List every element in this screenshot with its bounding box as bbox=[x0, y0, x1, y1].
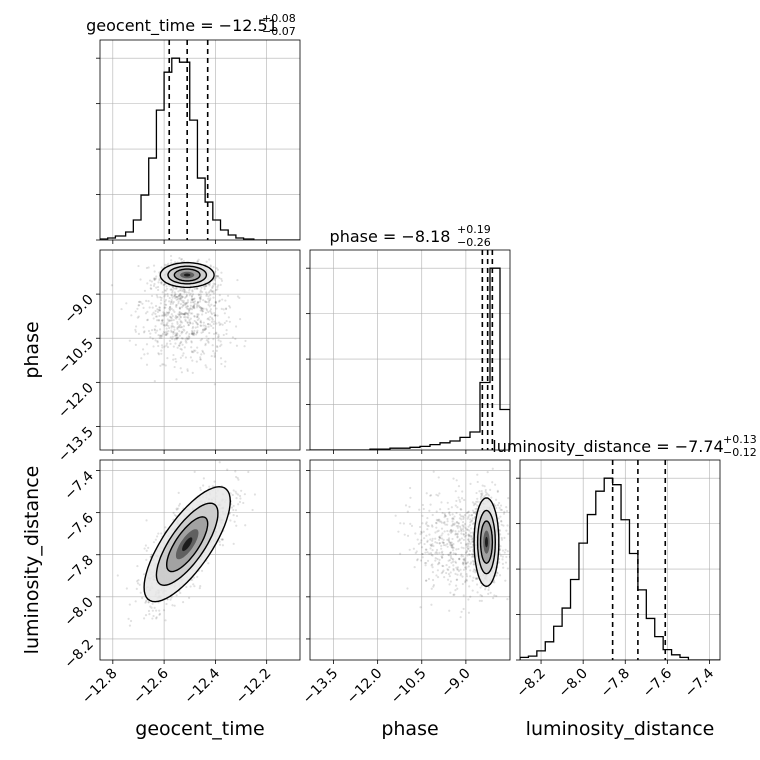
x-tick-label: −7.4 bbox=[682, 665, 717, 700]
title-phase: phase = −8.18 bbox=[330, 227, 451, 246]
title-geocent-time-sup: +0.08 bbox=[262, 12, 296, 25]
title-geocent-time: geocent_time = −12.51 bbox=[86, 16, 278, 36]
y-tick-label: −7.4 bbox=[61, 468, 96, 503]
xlabel-phase: phase bbox=[381, 718, 438, 740]
hist-panel-phase bbox=[306, 249, 511, 454]
y-tick-label: −9.0 bbox=[61, 292, 96, 327]
y-tick-label: −8.2 bbox=[61, 636, 96, 671]
title-luminosity-distance-sub: −0.12 bbox=[723, 446, 757, 459]
density-contours bbox=[473, 497, 500, 588]
contour-level bbox=[184, 273, 191, 277]
histogram-geocent_time bbox=[100, 57, 300, 240]
title-geocent-time-sub: −0.07 bbox=[262, 25, 296, 38]
x-tick-label: −7.8 bbox=[598, 666, 633, 701]
y-tick-label: −13.5 bbox=[55, 424, 97, 466]
title-phase-sup: +0.19 bbox=[457, 223, 491, 236]
x-tick-label: −12.0 bbox=[344, 666, 386, 708]
panel-border bbox=[309, 459, 511, 661]
x-tick-label: −12.6 bbox=[130, 665, 172, 707]
panel-border bbox=[99, 459, 301, 661]
scatter-panel-geocent_time-phase: −13.5−12.0−10.5 −9.0 bbox=[55, 249, 301, 466]
panel-border bbox=[99, 249, 301, 451]
y-tick-label: −7.8 bbox=[61, 552, 96, 587]
density-contours bbox=[143, 485, 232, 603]
y-tick-label: −7.6 bbox=[61, 510, 96, 545]
x-tick-label: −12.2 bbox=[233, 666, 275, 708]
title-luminosity-distance: luminosity_distance = −7.74 bbox=[492, 437, 723, 457]
x-tick-label: −12.4 bbox=[182, 665, 224, 707]
hist-panel-luminosity_distance: −8.2 −8.0 −7.8 −7.6 −7.4 bbox=[514, 459, 721, 701]
x-tick-label: −7.6 bbox=[640, 665, 675, 700]
histogram-phase bbox=[310, 267, 510, 450]
hist-panel-geocent_time bbox=[96, 39, 301, 244]
x-tick-label: −8.0 bbox=[556, 666, 591, 701]
x-tick-label: −12.8 bbox=[79, 666, 121, 708]
x-tick-label: −9.0 bbox=[438, 666, 473, 701]
ylabel-luminosity-distance: luminosity_distance bbox=[21, 466, 43, 655]
density-contours bbox=[159, 261, 215, 289]
y-tick-label: −10.5 bbox=[55, 336, 97, 378]
xlabel-luminosity-distance: luminosity_distance bbox=[526, 718, 715, 740]
scatter-panel-phase-luminosity_distance: −13.5 −12.0 −10.5 −9.0 bbox=[300, 459, 511, 708]
scatter-panel-geocent_time-luminosity_distance: −12.8 −12.6 −12.4 −12.2 −8.2 −8.0 −7.8 −7.6 −7.4 bbox=[61, 459, 301, 708]
panel-border bbox=[519, 459, 721, 661]
x-tick-label: −10.5 bbox=[388, 666, 430, 708]
title-phase-sub: −0.26 bbox=[457, 236, 491, 249]
panel-border bbox=[309, 249, 511, 451]
x-tick-label: −13.5 bbox=[300, 666, 342, 708]
x-tick-label: −8.2 bbox=[514, 666, 549, 701]
y-tick-label: −12.0 bbox=[55, 380, 97, 422]
ylabel-phase: phase bbox=[21, 321, 43, 378]
y-tick-label: −8.0 bbox=[61, 594, 96, 629]
contour-level bbox=[485, 536, 488, 548]
title-luminosity-distance-sup: +0.13 bbox=[723, 433, 757, 446]
contour-level bbox=[182, 537, 193, 552]
panel-border bbox=[99, 39, 301, 241]
xlabel-geocent-time: geocent_time bbox=[135, 718, 264, 740]
scatter-points bbox=[110, 254, 247, 386]
